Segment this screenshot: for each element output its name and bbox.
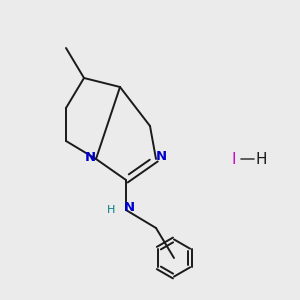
Text: N: N — [156, 149, 167, 163]
Text: H: H — [107, 205, 115, 215]
Text: I: I — [232, 152, 236, 166]
Text: N: N — [85, 151, 96, 164]
Text: H: H — [255, 152, 267, 166]
Text: N: N — [123, 201, 135, 214]
